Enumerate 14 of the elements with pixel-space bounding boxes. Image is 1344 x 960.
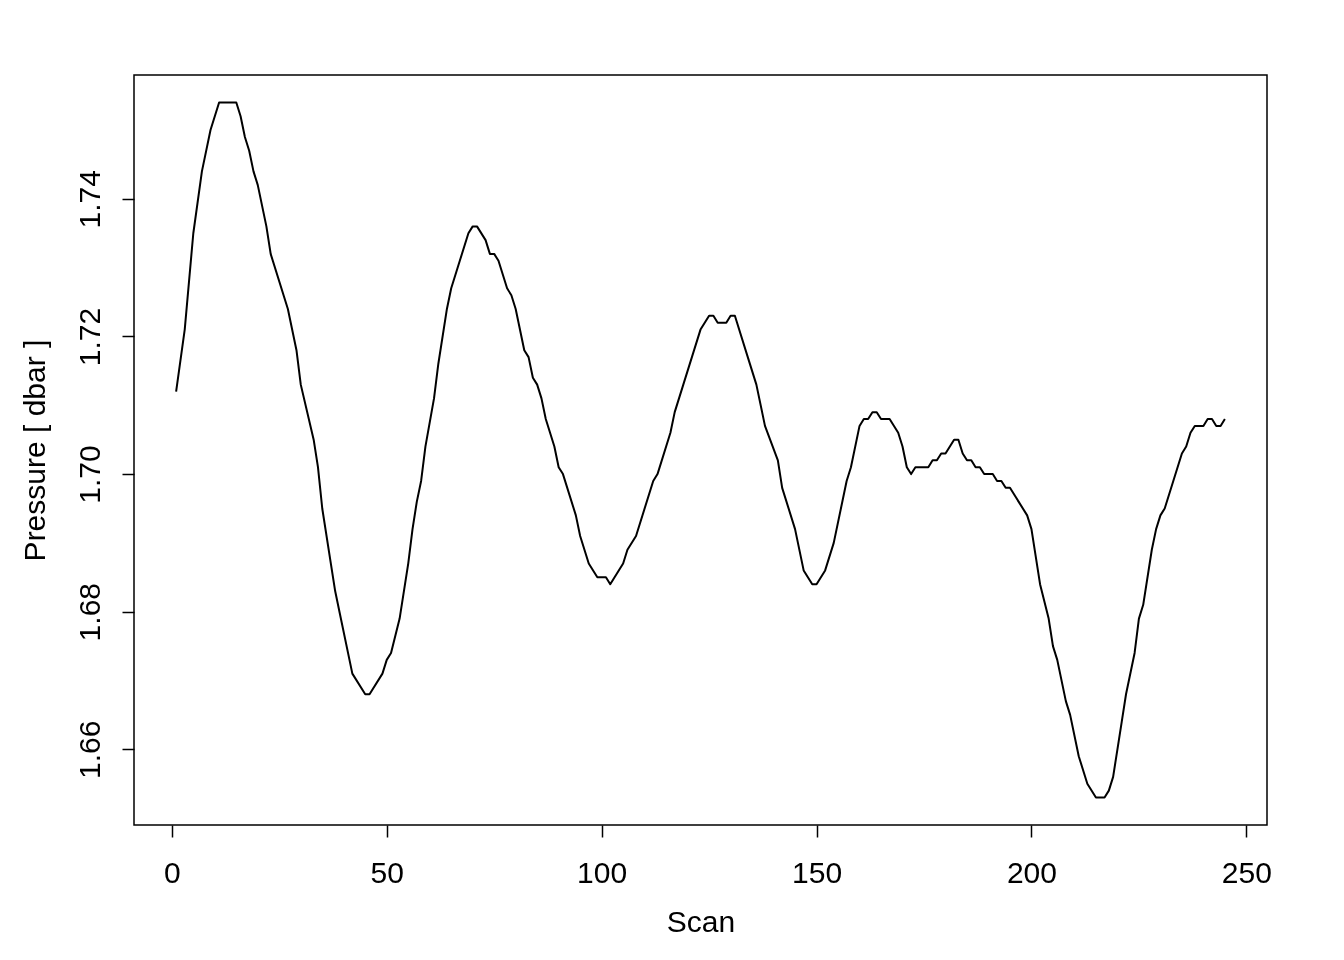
- y-tick-label: 1.68: [72, 583, 106, 642]
- y-tick-label: 1.72: [72, 307, 106, 367]
- x-tick-label: 50: [370, 855, 404, 889]
- x-tick-label: 250: [1221, 855, 1272, 889]
- y-axis-title: Pressure [ dbar ]: [17, 339, 51, 562]
- x-tick-label: 200: [1006, 855, 1057, 889]
- y-tick-label: 1.74: [72, 170, 106, 229]
- x-axis-title: Scan: [666, 904, 736, 938]
- y-tick-label: 1.66: [72, 720, 106, 780]
- line-series: [175, 101, 1226, 799]
- x-tick-label: 100: [577, 855, 628, 889]
- x-tick-label: 0: [163, 855, 181, 889]
- x-tick-label: 150: [792, 855, 843, 889]
- y-tick-label: 1.70: [72, 445, 106, 504]
